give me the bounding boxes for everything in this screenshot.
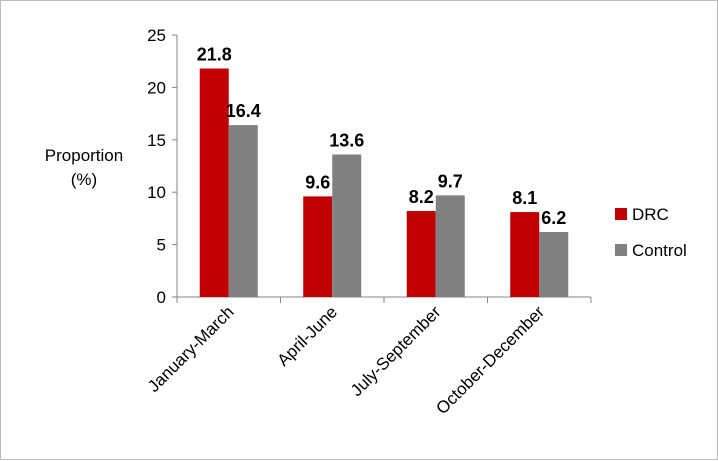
y-axis-label: Proportion (%) <box>45 146 123 189</box>
legend-swatch-control <box>615 244 627 256</box>
data-label-control: 16.4 <box>226 101 261 121</box>
bar-control-january-march <box>228 125 258 298</box>
data-label-drc: 9.6 <box>305 172 330 192</box>
y-tick-label: 25 <box>147 26 166 45</box>
data-labels: 21.8 16.4 9.6 13.6 8.29.7 8.16.2 <box>197 45 567 228</box>
y-axis-label-line2: (%) <box>71 170 97 189</box>
x-category-label: October-December <box>432 302 548 418</box>
data-label-control: 13.6 <box>329 130 364 150</box>
data-label-drc: 21.8 <box>197 45 232 65</box>
bar-control-october-december <box>539 232 569 297</box>
y-tick-label: 20 <box>147 78 166 97</box>
bar-control-july-september <box>435 195 465 297</box>
bar-drc-july-september <box>406 211 436 297</box>
y-tick-label: 15 <box>147 131 166 150</box>
data-label-drc: 8.2 <box>409 187 434 207</box>
x-category-label: July-September <box>347 302 445 400</box>
y-axis-label-line1: Proportion <box>45 146 123 165</box>
data-label-control: 9.7 <box>438 171 463 191</box>
y-tick-label: 5 <box>157 236 166 255</box>
bar-drc-october-december <box>510 212 540 297</box>
data-label-drc: 8.1 <box>512 188 537 208</box>
y-tick-label: 10 <box>147 183 166 202</box>
legend: DRC Control <box>615 205 687 260</box>
bar-drc-january-march <box>199 68 229 297</box>
legend-label-drc: DRC <box>632 205 669 224</box>
x-category-label: April-June <box>274 302 342 370</box>
legend-label-control: Control <box>632 241 687 260</box>
x-axis-categories: January-March April-June July-SeptemberOct… <box>144 302 548 418</box>
bar-drc-april-june <box>303 196 333 297</box>
y-tick-label: 0 <box>157 288 166 307</box>
bar-control-april-june <box>332 154 362 297</box>
legend-swatch-drc <box>615 208 627 220</box>
y-axis-ticks: 0 5 10 15 20 25 <box>147 26 592 307</box>
x-category-label: January-March <box>144 302 238 396</box>
bars <box>199 68 569 298</box>
data-label-control: 6.2 <box>541 208 566 228</box>
